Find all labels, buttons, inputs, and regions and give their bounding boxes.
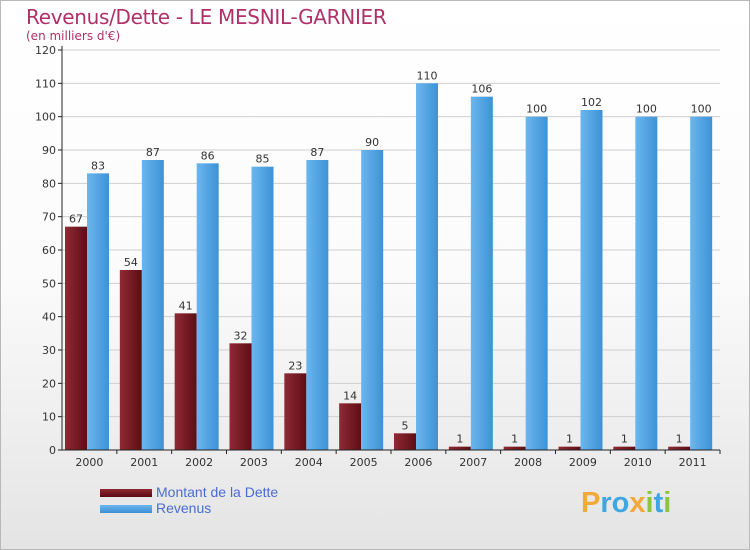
bar-revenus xyxy=(525,116,548,451)
data-label-dette: 1 xyxy=(676,433,683,446)
data-label-dette: 23 xyxy=(288,359,302,372)
data-label-revenus: 86 xyxy=(201,149,215,162)
x-tick-label: 2001 xyxy=(130,456,158,469)
bar-revenus xyxy=(141,160,164,450)
data-label-revenus: 102 xyxy=(581,96,602,109)
data-label-revenus: 100 xyxy=(636,103,657,116)
data-label-dette: 1 xyxy=(566,433,573,446)
y-tick-label: 30 xyxy=(42,344,56,357)
logo-letter: i xyxy=(663,487,672,519)
bar-revenus xyxy=(361,150,384,450)
bar-revenus xyxy=(196,163,219,451)
x-tick-label: 2005 xyxy=(350,456,378,469)
x-tick-label: 2008 xyxy=(514,456,542,469)
logo-letter: i xyxy=(645,487,654,519)
x-tick-label: 2002 xyxy=(185,456,213,469)
y-tick-label: 10 xyxy=(42,411,56,424)
bar-dette xyxy=(339,403,362,450)
logo-letter: x xyxy=(629,487,646,519)
logo-letter: r xyxy=(600,487,612,519)
data-label-dette: 5 xyxy=(402,419,409,432)
bar-dette xyxy=(448,446,471,450)
logo-letter: P xyxy=(581,487,601,519)
x-tick-label: 2007 xyxy=(459,456,487,469)
data-label-revenus: 110 xyxy=(417,69,438,82)
chart-subtitle: (en milliers d'€) xyxy=(26,29,121,43)
y-tick-label: 110 xyxy=(35,77,56,90)
data-label-dette: 14 xyxy=(343,389,357,402)
data-label-revenus: 83 xyxy=(91,159,105,172)
data-label-dette: 67 xyxy=(69,213,83,226)
legend-label-revenus: Revenus xyxy=(156,500,212,516)
proxiti-logo: Proxiti xyxy=(581,487,671,520)
bars xyxy=(65,83,713,451)
bar-dette xyxy=(558,446,581,450)
bar-dette xyxy=(613,446,636,450)
y-tick-label: 60 xyxy=(42,244,56,257)
y-tick-label: 80 xyxy=(42,177,56,190)
x-tick-label: 2004 xyxy=(295,456,323,469)
data-label-revenus: 90 xyxy=(365,136,379,149)
chart-title: Revenus/Dette - LE MESNIL-GARNIER xyxy=(26,5,387,29)
y-tick-label: 120 xyxy=(35,44,56,57)
y-tick-label: 40 xyxy=(42,311,56,324)
data-label-dette: 1 xyxy=(456,433,463,446)
bar-revenus xyxy=(251,166,274,450)
x-tick-label: 2010 xyxy=(624,456,652,469)
data-label-dette: 41 xyxy=(179,299,193,312)
data-label-revenus: 87 xyxy=(310,146,324,159)
data-label-revenus: 100 xyxy=(691,103,712,116)
bar-revenus xyxy=(87,173,109,451)
data-label-dette: 54 xyxy=(124,256,138,269)
bar-dette xyxy=(65,226,87,450)
y-tick-label: 0 xyxy=(49,444,56,457)
bar-dette xyxy=(503,446,526,450)
x-tick-label: 2006 xyxy=(404,456,432,469)
data-label-dette: 1 xyxy=(621,433,628,446)
data-label-revenus: 106 xyxy=(471,83,492,96)
y-tick-label: 90 xyxy=(42,144,56,157)
bar-revenus xyxy=(470,96,493,451)
x-tick-label: 2011 xyxy=(679,456,707,469)
data-label-revenus: 100 xyxy=(526,103,547,116)
axes: 0 10 20 30 40 50 60 70 80 90 100 110 120 2000 2001 2002… xyxy=(35,44,721,469)
bar-revenus xyxy=(306,160,329,450)
y-tick-label: 50 xyxy=(42,277,56,290)
bar-dette xyxy=(174,313,197,450)
data-label-dette: 1 xyxy=(511,433,518,446)
bar-revenus xyxy=(416,83,438,450)
bar-revenus xyxy=(635,116,658,451)
bar-dette xyxy=(284,373,307,450)
data-label-revenus: 85 xyxy=(256,153,270,166)
legend-swatch-revenus xyxy=(100,505,152,513)
y-tick-label: 70 xyxy=(42,211,56,224)
y-tick-label: 20 xyxy=(42,377,56,390)
x-tick-label: 2003 xyxy=(240,456,268,469)
data-label-revenus: 87 xyxy=(146,146,160,159)
logo-letter: o xyxy=(611,487,630,519)
bar-revenus xyxy=(580,110,603,450)
y-tick-label: 100 xyxy=(35,111,56,124)
legend-label-dette: Montant de la Dette xyxy=(156,484,279,500)
legend-swatch-dette xyxy=(100,489,152,497)
x-tick-label: 2009 xyxy=(569,456,597,469)
bar-revenus xyxy=(690,116,713,451)
bar-dette xyxy=(229,343,252,450)
logo-letter: t xyxy=(653,487,664,519)
grid-lines xyxy=(62,49,720,418)
bar-dette xyxy=(394,433,416,450)
bar-dette xyxy=(119,270,142,450)
x-tick-label: 2000 xyxy=(75,456,103,469)
data-label-dette: 32 xyxy=(234,329,248,342)
data-labels: 67 83 54 87 41 86 32 85 23 87 14 90 5 110 1 106 1 100 1 102… xyxy=(69,69,712,445)
bar-dette xyxy=(668,446,691,450)
